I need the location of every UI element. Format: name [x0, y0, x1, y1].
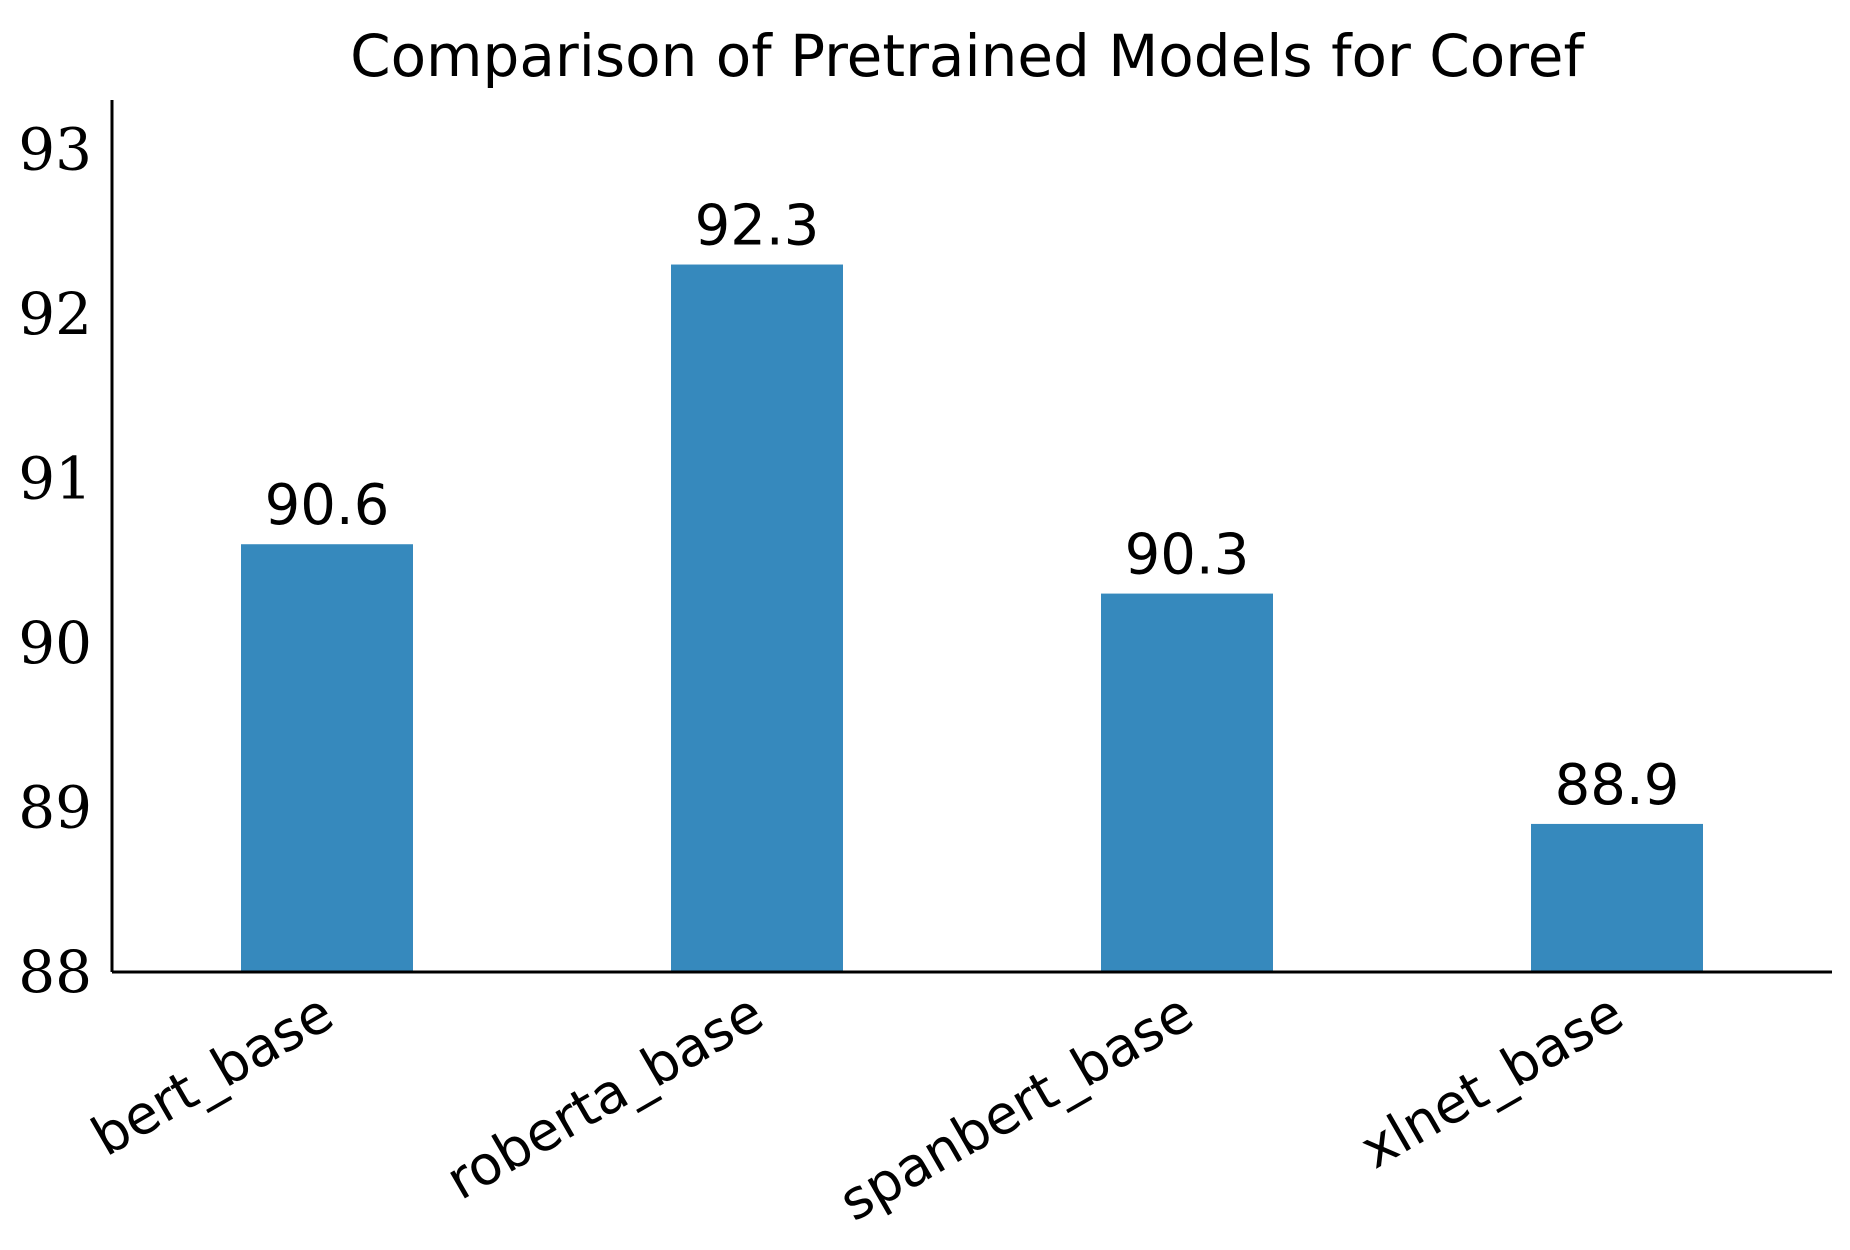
x-tick-label-spanbert_base: spanbert_base: [829, 981, 1204, 1234]
y-tick-label-92: 92: [18, 280, 92, 348]
y-tick-label-93: 93: [18, 115, 92, 183]
data-labels-group: 90.6 92.3 90.3 88.9: [265, 194, 1680, 818]
data-label-roberta_base: 92.3: [695, 194, 820, 259]
y-tick-label-91: 91: [18, 444, 92, 512]
data-label-bert_base: 90.6: [265, 473, 390, 538]
bar-xlnet_base: [1531, 823, 1703, 972]
bar-spanbert_base: [1101, 593, 1273, 972]
y-axis-ticks: 88 89 90 91 92 93: [18, 115, 92, 1006]
data-label-spanbert_base: 90.3: [1125, 523, 1250, 588]
x-tick-label-xlnet_base: xlnet_base: [1350, 981, 1634, 1181]
x-tick-label-roberta_base: roberta_base: [436, 981, 774, 1212]
bar-bert_base: [241, 544, 413, 972]
y-tick-label-89: 89: [18, 773, 92, 841]
x-axis-ticks: bert_base roberta_base spanbert_base xlnet_…: [81, 981, 1633, 1234]
x-tick-label-bert_base: bert_base: [81, 981, 343, 1169]
y-tick-label-90: 90: [18, 609, 92, 677]
bar-roberta_base: [671, 264, 843, 972]
data-label-xlnet_base: 88.9: [1555, 753, 1680, 818]
bars-group: [241, 264, 1703, 972]
chart-title: Comparison of Pretrained Models for Core…: [350, 22, 1585, 90]
y-tick-label-88: 88: [18, 938, 92, 1006]
